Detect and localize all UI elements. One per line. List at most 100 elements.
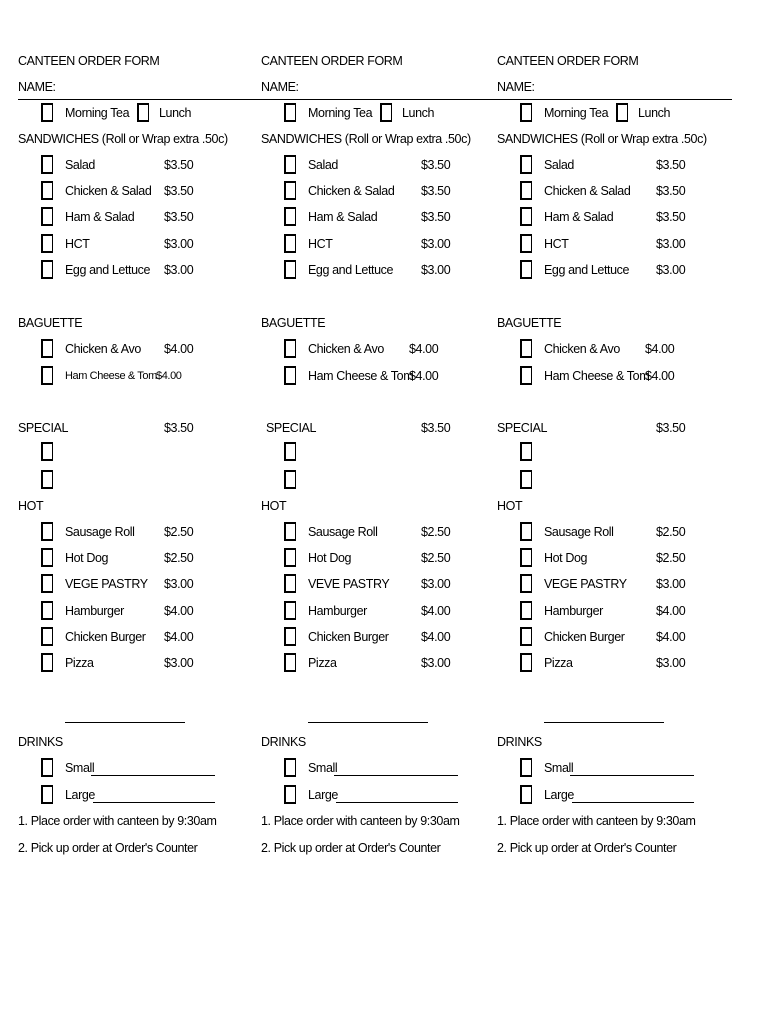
item-price: $4.00 bbox=[656, 603, 686, 618]
checkbox bbox=[41, 600, 53, 620]
checkbox bbox=[520, 600, 532, 620]
item-price: $3.00 bbox=[656, 262, 686, 277]
checkbox bbox=[41, 207, 53, 227]
section-heading: DRINKS bbox=[497, 735, 542, 749]
section-heading: BAGUETTE bbox=[497, 316, 562, 330]
checkbox bbox=[41, 155, 53, 174]
item-price: $2.50 bbox=[164, 551, 194, 566]
checkbox bbox=[41, 470, 53, 489]
meal-option: Morning Tea bbox=[308, 106, 373, 120]
item-price: $3.50 bbox=[656, 421, 686, 435]
item-name: Sausage Roll bbox=[308, 525, 378, 539]
item-price: $3.50 bbox=[164, 184, 194, 199]
item-price: $3.00 bbox=[164, 236, 194, 251]
meal-option: Lunch bbox=[402, 106, 435, 120]
checkbox bbox=[520, 548, 532, 568]
drink-size: Small bbox=[544, 761, 574, 775]
item-price: $3.00 bbox=[164, 262, 194, 277]
checkbox bbox=[41, 548, 53, 568]
checkbox bbox=[520, 233, 532, 253]
checkbox bbox=[520, 574, 532, 594]
checkbox bbox=[284, 442, 296, 461]
item-name: Ham Cheese & Tom bbox=[65, 369, 157, 382]
item-price: $3.50 bbox=[656, 210, 686, 225]
item-price: $2.50 bbox=[656, 551, 686, 566]
section-heading: SPECIAL bbox=[266, 421, 317, 435]
item-name: Chicken Burger bbox=[308, 629, 389, 644]
section-heading: BAGUETTE bbox=[18, 316, 83, 330]
checkbox bbox=[284, 574, 296, 594]
item-price: $3.00 bbox=[421, 262, 451, 277]
drink-size: Large bbox=[65, 787, 95, 802]
drink-size: Large bbox=[544, 787, 574, 802]
checkbox bbox=[284, 181, 296, 201]
item-price: $3.00 bbox=[656, 656, 686, 670]
item-price: $3.50 bbox=[421, 158, 451, 172]
item-name: Ham & Salad bbox=[308, 210, 378, 225]
section-heading: SANDWICHES (Roll or Wrap extra .50c) bbox=[18, 132, 228, 146]
checkbox bbox=[284, 233, 296, 253]
item-name: Egg and Lettuce bbox=[65, 262, 151, 277]
checkbox bbox=[520, 339, 532, 358]
instruction: 1. Place order with canteen by 9:30am bbox=[261, 814, 460, 828]
item-name: Sausage Roll bbox=[544, 525, 614, 539]
blank-line bbox=[65, 722, 185, 723]
section-heading: SANDWICHES (Roll or Wrap extra .50c) bbox=[261, 132, 471, 146]
checkbox bbox=[41, 574, 53, 594]
checkbox bbox=[380, 103, 392, 122]
checkbox bbox=[284, 339, 296, 358]
blank-line bbox=[336, 801, 458, 803]
name-label: NAME: bbox=[261, 80, 299, 94]
section-heading: HOT bbox=[261, 499, 287, 513]
item-price: $3.00 bbox=[421, 236, 451, 251]
item-price: $3.00 bbox=[164, 577, 194, 592]
blank-line bbox=[308, 722, 428, 723]
checkbox bbox=[520, 442, 532, 461]
item-name: Pizza bbox=[65, 656, 94, 670]
checkbox bbox=[137, 103, 149, 122]
checkbox bbox=[284, 365, 296, 385]
item-price: $2.50 bbox=[421, 551, 451, 566]
item-name: Hot Dog bbox=[544, 551, 588, 566]
checkbox bbox=[520, 207, 532, 227]
item-name: Chicken Burger bbox=[544, 629, 625, 644]
form-title: CANTEEN ORDER FORM bbox=[497, 54, 639, 68]
item-name: HCT bbox=[65, 236, 90, 251]
blank-line bbox=[572, 801, 694, 803]
checkbox bbox=[41, 758, 53, 777]
drink-size: Large bbox=[308, 787, 338, 802]
name-rule bbox=[18, 99, 732, 100]
item-price: $4.00 bbox=[421, 603, 451, 618]
item-price: $3.50 bbox=[164, 421, 194, 435]
name-label: NAME: bbox=[18, 80, 56, 94]
checkbox bbox=[520, 103, 532, 122]
checkbox bbox=[41, 784, 53, 804]
checkbox bbox=[41, 626, 53, 646]
checkbox bbox=[520, 181, 532, 201]
item-name: Egg and Lettuce bbox=[308, 262, 394, 277]
checkbox bbox=[520, 155, 532, 174]
item-price: $3.50 bbox=[656, 184, 686, 199]
name-label: NAME: bbox=[497, 80, 535, 94]
section-heading: HOT bbox=[18, 499, 44, 513]
item-price: $2.50 bbox=[164, 525, 194, 539]
blank-line bbox=[570, 775, 694, 776]
item-name: Ham Cheese & Tom bbox=[544, 368, 650, 383]
checkbox bbox=[41, 365, 53, 385]
blank-line bbox=[544, 722, 664, 723]
meal-option: Lunch bbox=[638, 106, 671, 120]
meal-option: Lunch bbox=[159, 106, 192, 120]
item-price: $4.00 bbox=[421, 629, 451, 644]
checkbox bbox=[520, 784, 532, 804]
meal-option: Morning Tea bbox=[544, 106, 609, 120]
checkbox bbox=[41, 339, 53, 358]
checkbox bbox=[284, 548, 296, 568]
item-price: $4.00 bbox=[156, 369, 182, 382]
section-heading: BAGUETTE bbox=[261, 316, 326, 330]
item-price: $3.00 bbox=[656, 577, 686, 592]
item-name: VEGE PASTRY bbox=[544, 577, 627, 592]
checkbox bbox=[41, 259, 53, 279]
instruction: 2. Pick up order at Order's Counter bbox=[18, 840, 198, 855]
checkbox bbox=[284, 155, 296, 174]
checkbox bbox=[520, 758, 532, 777]
